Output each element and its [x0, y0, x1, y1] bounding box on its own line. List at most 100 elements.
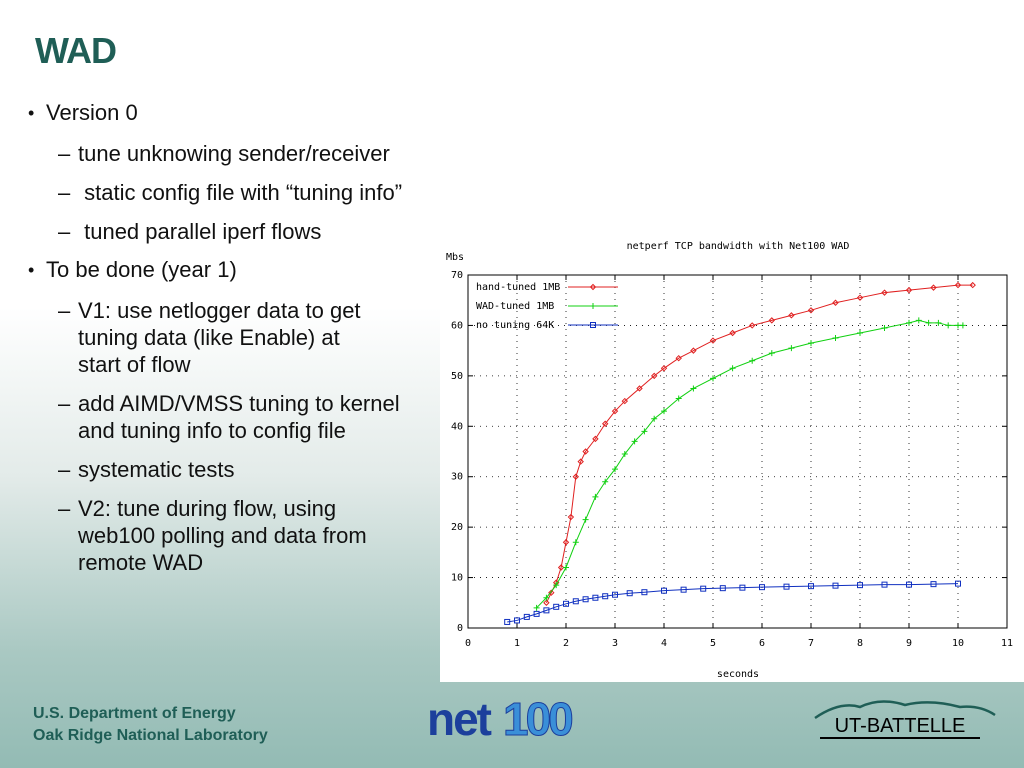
sub-bullet-item: – systematic tests	[58, 456, 428, 483]
data-point	[832, 335, 839, 342]
logo-100-text: 100	[503, 693, 572, 745]
data-point	[577, 458, 584, 465]
data-point	[881, 324, 888, 331]
data-point	[543, 599, 550, 606]
chart-xlabel: seconds	[717, 669, 759, 680]
data-point	[621, 397, 629, 405]
data-point	[729, 329, 736, 337]
bullet-item: • To be done (year 1)	[28, 257, 428, 283]
x-tick-label: 8	[857, 638, 863, 649]
data-point	[710, 375, 716, 382]
data-point	[719, 585, 726, 592]
data-point	[690, 347, 697, 354]
data-point	[582, 516, 589, 523]
chart-svg: netperf TCP bandwidth with Net100 WAD Mb…	[446, 241, 1013, 680]
x-tick-label: 4	[661, 638, 667, 649]
data-point	[548, 589, 555, 596]
data-point	[857, 582, 863, 589]
data-point	[602, 593, 609, 600]
data-point	[808, 583, 814, 590]
bullet-text: Version 0	[46, 100, 138, 125]
x-tick-label: 6	[759, 638, 765, 649]
dash-glyph: –	[58, 141, 71, 166]
legend-label: hand-tuned 1MB	[476, 282, 560, 293]
sub-bullet-item: – V2: tune during flow, using web100 pol…	[58, 495, 388, 576]
data-point	[661, 408, 667, 415]
data-point	[650, 372, 658, 380]
y-tick-label: 30	[451, 472, 463, 483]
legend-marker	[590, 322, 596, 328]
data-point	[906, 319, 912, 326]
ut-battelle-logo: UT-BATTELLE	[810, 693, 1010, 753]
data-point	[592, 493, 599, 500]
x-tick-label: 1	[514, 638, 520, 649]
sub-bullet-item: – static config file with “tuning info”	[58, 179, 428, 206]
data-point	[661, 587, 667, 594]
data-point	[915, 317, 922, 324]
data-point	[612, 591, 618, 598]
x-tick-label: 3	[612, 638, 618, 649]
slide-title: WAD	[35, 30, 117, 71]
data-point	[611, 407, 619, 415]
data-point	[925, 319, 932, 326]
y-tick-label: 20	[451, 522, 463, 533]
data-point	[504, 618, 511, 625]
ut-battelle-text: UT-BATTELLE	[820, 715, 980, 739]
data-point	[567, 513, 575, 521]
y-tick-label: 50	[451, 371, 463, 382]
x-tick-label: 0	[465, 638, 471, 649]
plot-frame	[467, 274, 1008, 629]
data-point	[592, 594, 599, 601]
data-point	[557, 564, 565, 571]
dash-glyph: –	[58, 496, 71, 521]
bullet-glyph: •	[28, 260, 35, 280]
data-point	[636, 385, 643, 392]
data-point	[641, 589, 648, 596]
data-point	[675, 354, 682, 362]
data-point	[856, 294, 864, 301]
sub-bullet-text: V2: tune during flow, using web100 polli…	[78, 496, 367, 575]
org-name: U.S. Department of Energy Oak Ridge Nati…	[33, 703, 268, 747]
data-point	[533, 604, 540, 611]
data-point	[959, 322, 966, 329]
data-point	[808, 340, 814, 347]
data-point	[783, 583, 790, 590]
x-tick-label: 9	[906, 638, 912, 649]
sub-bullet-text: static config file with “tuning info”	[78, 180, 403, 205]
sub-bullet-item: – tuned parallel iperf flows	[58, 218, 428, 245]
data-point	[807, 307, 815, 314]
data-point	[631, 438, 638, 445]
data-point	[935, 319, 942, 326]
data-point	[788, 345, 795, 352]
dash-glyph: –	[58, 219, 71, 244]
data-point	[563, 600, 569, 607]
data-point	[930, 581, 937, 588]
data-point	[955, 580, 961, 587]
sub-bullet-text: tune unknowing sender/receiver	[78, 141, 390, 166]
data-point	[660, 365, 668, 372]
y-tick-label: 10	[451, 573, 463, 584]
bullet-glyph: •	[28, 103, 35, 123]
chart-title: netperf TCP bandwidth with Net100 WAD	[627, 241, 850, 252]
legend-label: WAD-tuned 1MB	[476, 301, 554, 312]
data-point	[562, 539, 570, 546]
data-point	[729, 365, 736, 372]
data-point	[954, 281, 962, 289]
data-point	[563, 564, 569, 571]
data-point	[553, 582, 560, 589]
net100-logo: net 100	[427, 693, 575, 746]
data-point	[602, 478, 609, 485]
data-point	[621, 451, 628, 458]
data-point	[748, 322, 756, 329]
data-point	[906, 581, 912, 588]
legend-marker	[589, 283, 597, 291]
data-point	[572, 598, 579, 605]
data-point	[768, 350, 775, 357]
data-point	[881, 289, 888, 296]
series-line	[507, 583, 959, 623]
data-point	[881, 581, 888, 588]
data-point	[700, 585, 707, 592]
data-point	[582, 596, 589, 603]
sub-bullet-item: – add AIMD/VMSS tuning to kernel and tun…	[58, 390, 423, 444]
sub-bullet-text: add AIMD/VMSS tuning to kernel and tunin…	[78, 391, 400, 443]
